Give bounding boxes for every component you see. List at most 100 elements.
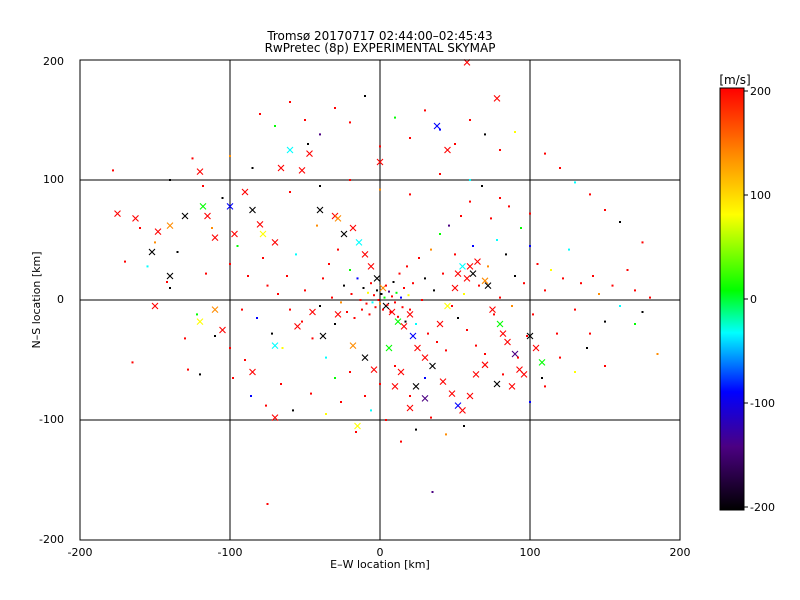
data-point-dot	[409, 308, 411, 311]
data-point-dot	[382, 308, 384, 311]
data-point-x	[459, 263, 466, 270]
data-point-dot	[436, 341, 438, 343]
data-point-dot	[394, 301, 396, 304]
data-point-dot	[349, 179, 351, 181]
data-point-dot	[271, 332, 273, 335]
data-point-x	[511, 350, 519, 358]
data-point-dot	[350, 293, 353, 295]
data-point-x	[349, 224, 357, 232]
data-point-dot	[295, 253, 297, 256]
colorbar-tick-label: -100	[750, 397, 775, 410]
data-point-dot	[365, 302, 368, 305]
data-point-dot	[626, 269, 629, 271]
data-point-dot	[256, 317, 258, 319]
data-point-dot	[481, 185, 483, 187]
data-point-x	[316, 206, 324, 214]
data-point-x	[466, 263, 474, 270]
data-point-dot	[346, 311, 348, 313]
data-point-x	[526, 332, 534, 340]
data-point-dot	[196, 313, 198, 316]
data-point-x	[334, 311, 342, 318]
data-point-x	[211, 306, 219, 313]
data-point-x	[114, 210, 121, 217]
data-point-x	[219, 326, 226, 334]
data-point-dot	[619, 305, 621, 307]
data-point-dot	[409, 137, 411, 139]
data-point-dot	[289, 101, 291, 103]
data-point-dot	[586, 347, 588, 349]
data-point-dot	[568, 248, 570, 251]
data-point-x	[309, 308, 316, 316]
data-point-dot	[379, 188, 381, 191]
data-point-x	[241, 188, 249, 196]
data-point-dot	[319, 185, 321, 187]
data-point-dot	[634, 323, 636, 325]
data-point-x	[271, 239, 279, 246]
data-point-dot	[460, 215, 462, 217]
data-point-dot	[334, 107, 336, 109]
data-point-dot	[250, 395, 252, 397]
data-point-x	[211, 234, 219, 241]
data-point-dot	[403, 287, 405, 289]
data-point-dot	[532, 313, 534, 316]
data-point-dot	[316, 224, 318, 227]
data-point-dot	[322, 277, 324, 280]
data-point-x	[466, 392, 474, 400]
data-point-x	[361, 251, 369, 258]
data-point-x	[306, 150, 313, 157]
data-point-dot	[523, 282, 525, 285]
data-point-dot	[433, 289, 435, 292]
colorbar-tick-label: 0	[750, 293, 757, 306]
data-point-dot	[397, 315, 399, 318]
xtick-label: -200	[68, 546, 93, 559]
data-point-dot	[641, 311, 644, 313]
data-point-x	[412, 383, 420, 390]
data-point-dot	[124, 260, 126, 263]
ytick-label: 0	[57, 293, 64, 306]
data-point-dot	[379, 145, 381, 148]
data-point-x	[459, 407, 466, 414]
data-point-dot	[112, 169, 114, 172]
data-point-dot	[401, 306, 404, 309]
data-point-x	[249, 206, 256, 214]
data-point-dot	[377, 299, 380, 301]
data-point-dot	[266, 284, 269, 287]
data-point-x	[493, 380, 501, 388]
data-point-x	[388, 308, 396, 316]
data-point-dot	[328, 263, 330, 265]
data-point-x	[394, 318, 402, 325]
data-point-dot	[442, 272, 444, 275]
data-point-dot	[544, 385, 546, 388]
data-point-dot	[409, 193, 411, 196]
data-point-x	[259, 230, 267, 238]
colorbar-tick-label: 200	[750, 85, 771, 98]
data-point-x	[451, 284, 459, 292]
ytick-label: 100	[43, 173, 64, 186]
y-axis-label: N–S location [km]	[30, 251, 43, 348]
data-point-dot	[343, 284, 345, 287]
data-point-dot	[307, 143, 309, 145]
data-point-dot	[395, 291, 398, 294]
data-point-dot	[412, 282, 414, 285]
data-point-dot	[292, 409, 294, 412]
data-point-dot	[380, 293, 383, 295]
data-point-x	[181, 212, 189, 220]
data-point-dot	[463, 425, 465, 427]
data-point-dot	[529, 245, 531, 247]
data-point-dot	[415, 428, 417, 431]
data-point-x	[496, 320, 504, 328]
data-point-dot	[311, 337, 314, 340]
data-point-dot	[493, 313, 495, 316]
xtick-label: 100	[520, 546, 541, 559]
data-point-x	[271, 342, 279, 349]
colorbar-tick-label: 100	[750, 189, 771, 202]
data-point-dot	[265, 404, 267, 407]
data-point-dot	[589, 332, 591, 335]
data-point-dot	[385, 419, 387, 421]
data-point-x	[319, 332, 327, 340]
data-point-dot	[280, 383, 282, 385]
data-point-dot	[472, 245, 474, 247]
data-point-dot	[656, 353, 659, 355]
data-point-dot	[526, 335, 528, 337]
data-point-dot	[400, 440, 402, 443]
